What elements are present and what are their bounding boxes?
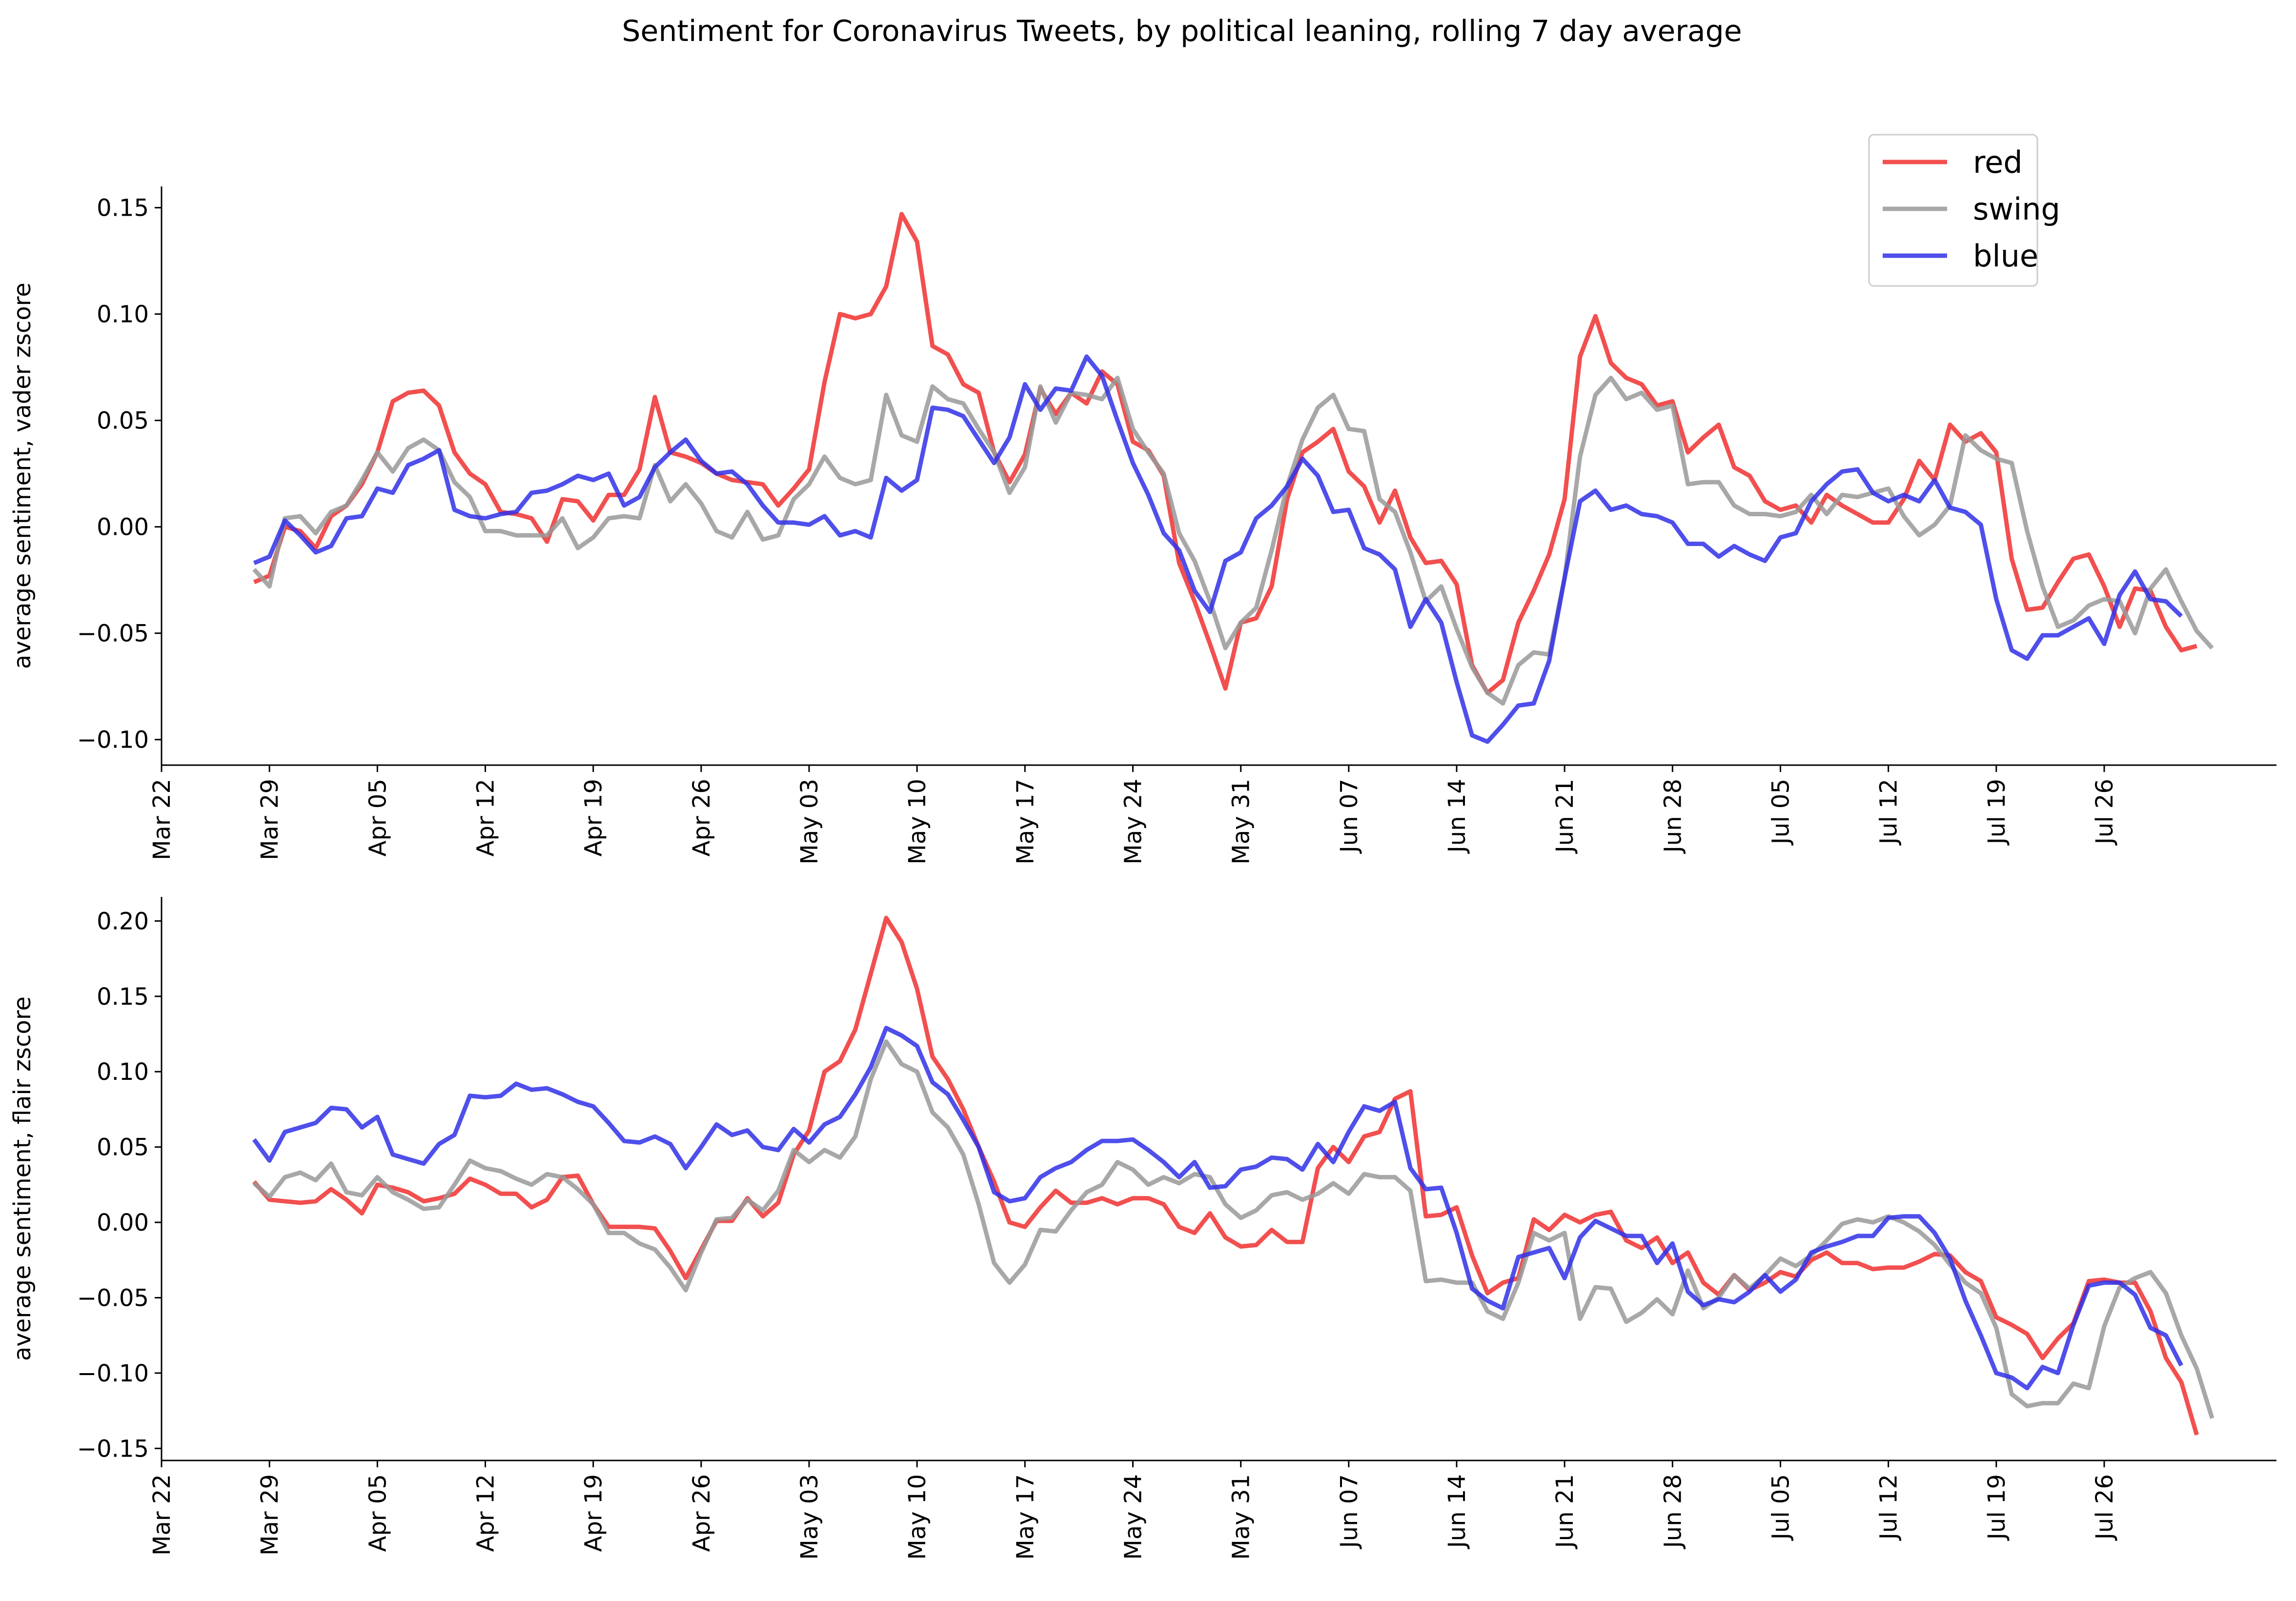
y-tick-label: 0.20: [97, 908, 149, 935]
x-tick-label: May 17: [1012, 1474, 1039, 1560]
y-tick-label: 0.05: [97, 407, 149, 435]
x-tick-label: Jun 28: [1659, 1474, 1686, 1549]
y-axis-label: average sentiment, flair zscore: [9, 996, 36, 1361]
y-axis-label: average sentiment, vader zscore: [9, 283, 36, 669]
x-tick-label: Mar 22: [148, 1474, 176, 1556]
x-tick-label: Jul 19: [1983, 1474, 2011, 1541]
x-tick-label: May 10: [904, 1474, 931, 1560]
y-tick-label: −0.10: [77, 727, 149, 754]
x-tick-label: Apr 12: [472, 779, 500, 856]
x-tick-label: Mar 29: [256, 1474, 284, 1556]
x-tick-label: Jul 26: [2091, 1474, 2118, 1541]
x-tick-label: Apr 26: [688, 779, 715, 856]
legend-label-red: red: [1973, 144, 2023, 180]
x-tick-label: Apr 05: [364, 1474, 391, 1552]
y-tick-label: −0.05: [77, 1284, 149, 1312]
x-tick-label: Apr 19: [580, 1474, 608, 1552]
legend: red swing blue: [1868, 134, 2060, 287]
x-tick-label: Jun 14: [1443, 779, 1471, 854]
y-tick-label: 0.15: [97, 195, 149, 222]
x-tick-label: Jun 28: [1659, 779, 1686, 854]
y-tick-label: 0.10: [97, 301, 149, 328]
x-tick-label: Apr 26: [688, 1474, 715, 1552]
vader-panel: −0.10 −0.05 0.00 0.05 0.10 0.15 Mar 22 Mar 29 Ap…: [9, 186, 2276, 865]
chart-title: Sentiment for Coronavirus Tweets, by pol…: [622, 14, 1742, 48]
flair-panel: −0.15 −0.10 −0.05 0.00 0.05 0.10 0.15 0.20 Mar 2…: [9, 897, 2276, 1560]
x-tick-label: May 10: [904, 779, 931, 865]
series-line-swing: [252, 375, 2214, 706]
x-tick-label: May 17: [1012, 779, 1039, 865]
x-tick-label: Jun 07: [1336, 779, 1363, 854]
x-tick-label: Jul 12: [1875, 1474, 1903, 1541]
x-tick-label: Jul 05: [1768, 779, 1795, 846]
x-tick-label: May 31: [1228, 1474, 1255, 1560]
legend-label-blue: blue: [1973, 238, 2038, 274]
x-tick-label: Jun 14: [1443, 1474, 1471, 1549]
x-tick-label: Mar 22: [148, 779, 176, 860]
series-line-blue: [253, 354, 2183, 744]
y-tick-label: 0.15: [97, 983, 149, 1011]
x-tick-label: Jul 05: [1768, 1474, 1795, 1541]
x-tick-label: Jul 12: [1875, 779, 1903, 846]
y-tick-label: 0.10: [97, 1058, 149, 1086]
x-tick-label: Jul 19: [1983, 779, 2011, 846]
series-line-red: [253, 212, 2197, 695]
y-tick-label: 0.05: [97, 1134, 149, 1161]
y-tick-label: 0.00: [97, 1209, 149, 1236]
y-tick-label: −0.15: [77, 1435, 149, 1462]
x-tick-label: May 03: [796, 779, 823, 865]
x-tick-label: Jun 21: [1551, 1474, 1579, 1549]
x-tick-label: May 24: [1120, 1474, 1147, 1560]
x-tick-label: Apr 19: [580, 779, 608, 856]
y-tick-label: −0.10: [77, 1360, 149, 1387]
x-tick-label: Mar 29: [256, 779, 284, 860]
x-tick-label: May 31: [1228, 779, 1255, 865]
x-tick-label: May 24: [1120, 779, 1147, 865]
x-tick-label: Jun 21: [1551, 779, 1579, 854]
x-tick-label: Apr 12: [472, 1474, 500, 1552]
series-line-red: [252, 915, 2199, 1436]
series-line-swing: [252, 1039, 2215, 1419]
y-tick-label: 0.00: [97, 514, 149, 541]
legend-box: [1868, 134, 2038, 287]
x-tick-label: Apr 05: [364, 779, 391, 856]
x-tick-label: May 03: [796, 1474, 823, 1560]
y-tick-label: −0.05: [77, 620, 149, 648]
series-line-blue: [252, 1026, 2184, 1391]
x-tick-label: Jul 26: [2091, 779, 2118, 846]
x-tick-label: Jun 07: [1336, 1474, 1363, 1549]
legend-label-swing: swing: [1973, 191, 2060, 227]
